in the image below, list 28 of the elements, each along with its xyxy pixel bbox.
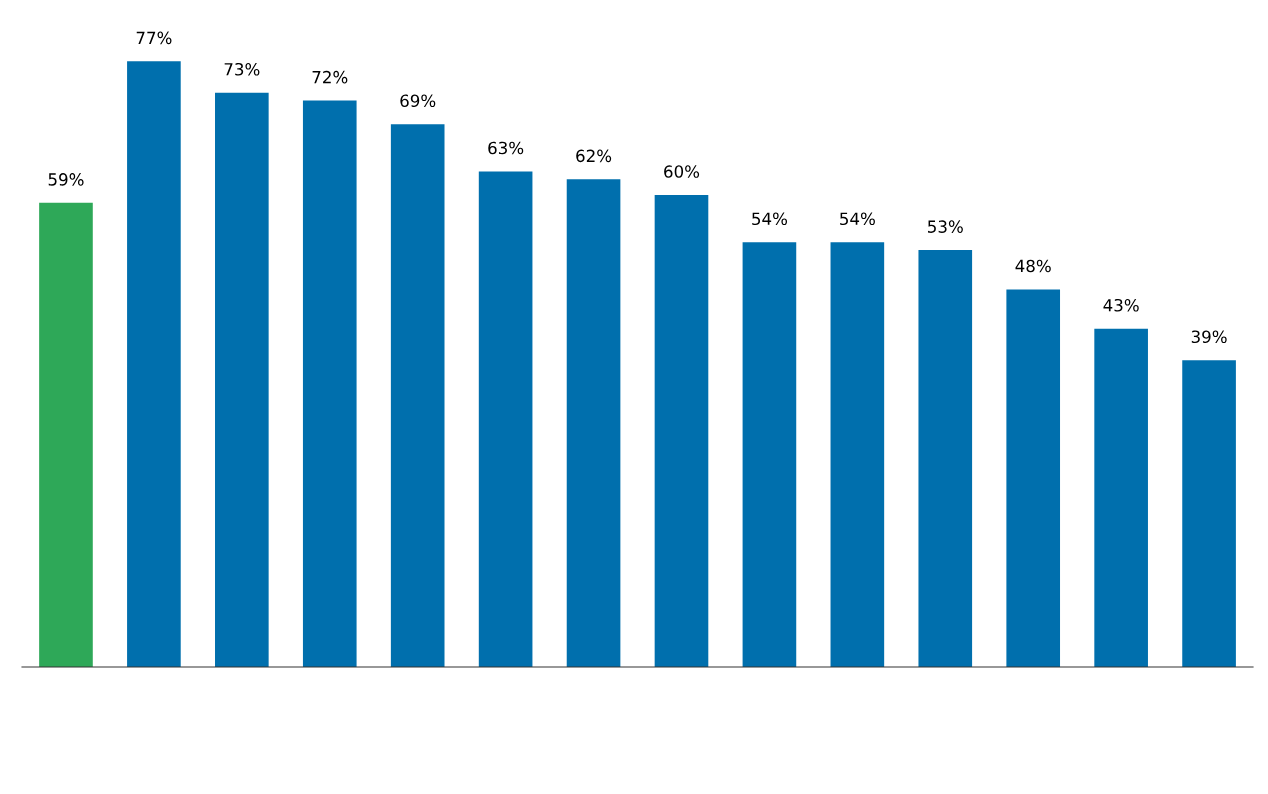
bar: [918, 250, 973, 667]
bar: [127, 61, 181, 667]
data-label: 53%: [928, 220, 963, 233]
bar: [390, 124, 445, 667]
data-label: 73%: [224, 62, 260, 76]
bar: [478, 171, 533, 667]
bar: [830, 242, 885, 667]
data-label: 60%: [664, 165, 700, 178]
data-label: 77%: [136, 31, 172, 45]
bar: [1182, 360, 1236, 667]
data-label: 72%: [312, 70, 348, 84]
data-label: 63%: [488, 141, 524, 155]
data-label: 39%: [1191, 330, 1227, 344]
bar: [302, 100, 357, 667]
data-label: 54%: [840, 212, 875, 226]
data-label: 48%: [1015, 259, 1051, 273]
data-label: 69%: [400, 94, 436, 108]
data-label: 62%: [576, 149, 612, 163]
data-label: 54%: [752, 212, 788, 226]
data-label: 59%: [48, 173, 84, 186]
bar: [1094, 328, 1148, 667]
bar: [654, 194, 709, 667]
bar: [742, 242, 797, 667]
bar: [1006, 289, 1061, 667]
bar: [215, 92, 269, 667]
bar: [566, 179, 621, 667]
data-label: 43%: [1103, 298, 1139, 312]
bar: [39, 202, 93, 667]
